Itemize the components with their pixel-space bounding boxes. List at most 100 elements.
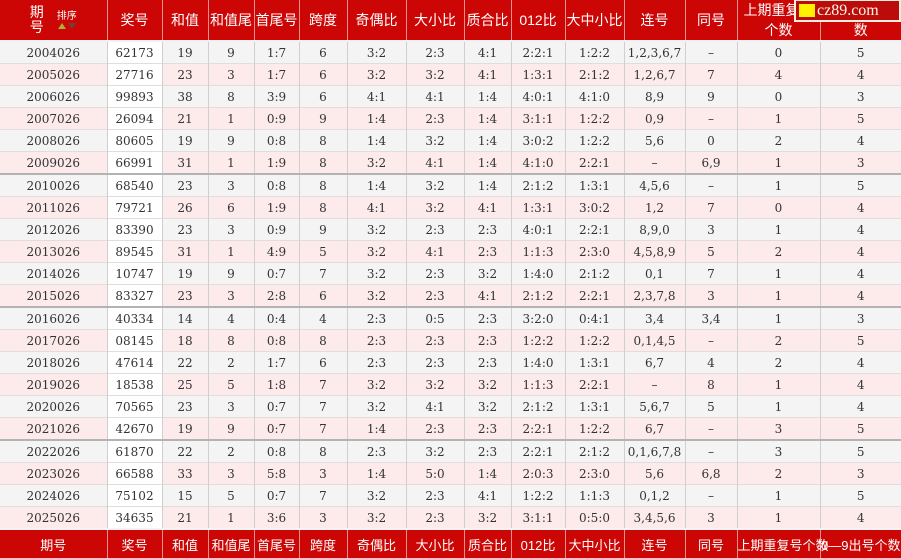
data-cell: 1 (736, 284, 820, 307)
data-cell: 4 (684, 351, 737, 374)
sort-label: 排序 (56, 11, 77, 22)
data-cell: 1:4 (346, 173, 406, 197)
data-cell: 8 (298, 439, 347, 463)
data-cell: 22 (161, 439, 208, 463)
data-cell: 3 (207, 284, 254, 307)
data-cell: 6,7 (623, 351, 685, 374)
table-row: 2015026 83327 23 3 2:8 6 3:2 2:3 4:1 2:1:2 2:2:1 2,… (0, 284, 901, 307)
data-cell: 8 (298, 329, 347, 352)
period-cell: 2020026 (0, 395, 107, 418)
data-cell: 3:2 (463, 373, 511, 396)
data-cell: 1 (736, 306, 820, 330)
data-cell: 18 (161, 329, 208, 352)
table-row: 2011026 79721 26 6 1:9 8 4:1 3:2 4:1 1:3:1 3:0:2 1,… (0, 196, 901, 219)
table-row: 2021026 42670 19 9 0:7 7 1:4 2:3 2:3 2:2:1 1:2:2 6,… (0, 417, 901, 440)
data-cell: 1,2,3,6,7 (623, 40, 685, 64)
data-cell: 1 (736, 395, 820, 418)
sort-ascending-icon[interactable] (57, 23, 66, 29)
award-number-cell: 42670 (106, 417, 162, 440)
data-cell: 2:3 (346, 439, 406, 463)
data-cell: 1:7 (253, 40, 299, 64)
data-cell: 1 (207, 151, 254, 174)
data-cell: 6 (298, 351, 347, 374)
data-cell: 5 (684, 240, 737, 263)
data-cell: 1:1:3 (510, 240, 565, 263)
data-cell: 23 (161, 395, 208, 418)
data-cell: 1:1:3 (510, 373, 565, 396)
data-cell: 3:2 (463, 506, 511, 529)
data-cell: 8 (298, 173, 347, 197)
data-cell: 1:2:2 (510, 484, 565, 507)
data-cell: – (684, 417, 737, 440)
data-cell: 4 (819, 373, 901, 396)
data-cell: 0,1 (623, 262, 685, 285)
award-number-cell: 08145 (106, 329, 162, 352)
data-cell: 1 (736, 484, 820, 507)
data-cell: 31 (161, 240, 208, 263)
data-cell: 3:2 (346, 40, 406, 64)
data-cell: 5 (819, 173, 901, 197)
data-cell: 5,6 (623, 462, 685, 485)
data-cell: 1:7 (253, 351, 299, 374)
data-cell: 4 (819, 196, 901, 219)
data-cell: 9 (207, 40, 254, 64)
data-cell: 1:3:1 (564, 173, 624, 197)
data-cell: 3 (819, 462, 901, 485)
column-header-7: 大小比 (405, 0, 464, 42)
data-cell: 4:1 (405, 151, 464, 174)
data-cell: 9 (207, 129, 254, 152)
data-cell: 19 (161, 129, 208, 152)
period-cell: 2011026 (0, 196, 107, 219)
data-cell: 1 (207, 107, 254, 130)
sort-descending-icon[interactable] (67, 23, 76, 29)
column-header-10: 大中小比 (564, 0, 624, 42)
data-cell: 4:0:1 (510, 85, 565, 108)
period-cell: 2022026 (0, 439, 107, 463)
data-cell: 19 (161, 40, 208, 64)
data-cell: – (684, 439, 737, 463)
data-cell: 3:2 (346, 240, 406, 263)
data-cell: 6,9 (684, 151, 737, 174)
data-cell: 15 (161, 484, 208, 507)
data-cell: 7 (684, 63, 737, 86)
data-cell: 3:2 (346, 63, 406, 86)
data-cell: 7 (298, 262, 347, 285)
data-cell: 3:2 (405, 129, 464, 152)
data-cell: 4 (819, 284, 901, 307)
data-cell: 1:2:2 (564, 417, 624, 440)
table-row: 2020026 70565 23 3 0:7 7 3:2 4:1 3:2 2:1:2 1:3:1 5,… (0, 395, 901, 418)
data-cell: 0:7 (253, 484, 299, 507)
data-cell: 1 (207, 506, 254, 529)
data-cell: 1 (736, 173, 820, 197)
data-cell: 0:8 (253, 173, 299, 197)
footer-column-label-7: 大小比 (405, 528, 464, 558)
data-cell: 5 (819, 439, 901, 463)
sort-control[interactable]: 排序 (57, 11, 77, 29)
column-header-4: 首尾号 (253, 0, 299, 42)
data-cell: 4 (298, 306, 347, 330)
table-row: 2014026 10747 19 9 0:7 7 3:2 2:3 3:2 1:4:0 2:1:2 0,… (0, 262, 901, 285)
column-header-2: 和值 (161, 0, 208, 42)
data-cell: 1 (736, 262, 820, 285)
data-cell: 3:2 (405, 63, 464, 86)
data-cell: 5,6 (623, 129, 685, 152)
data-cell: 2:8 (253, 284, 299, 307)
period-cell: 2025026 (0, 506, 107, 529)
data-cell: 2:3 (405, 40, 464, 64)
data-cell: 0 (736, 40, 820, 64)
award-number-cell: 70565 (106, 395, 162, 418)
data-cell: 3:2:0 (510, 306, 565, 330)
data-cell: 2:3 (346, 329, 406, 352)
data-cell: 2 (736, 129, 820, 152)
data-cell: 6 (298, 284, 347, 307)
data-cell: 3 (736, 439, 820, 463)
data-cell: 0:4:1 (564, 306, 624, 330)
data-cell: 0:7 (253, 395, 299, 418)
award-number-cell: 66991 (106, 151, 162, 174)
data-cell: 3 (207, 462, 254, 485)
data-cell: 0:8 (253, 439, 299, 463)
data-cell: 1 (736, 373, 820, 396)
data-cell: 1:2:2 (564, 107, 624, 130)
data-cell: 9 (298, 218, 347, 241)
data-cell: 2:1:2 (510, 395, 565, 418)
